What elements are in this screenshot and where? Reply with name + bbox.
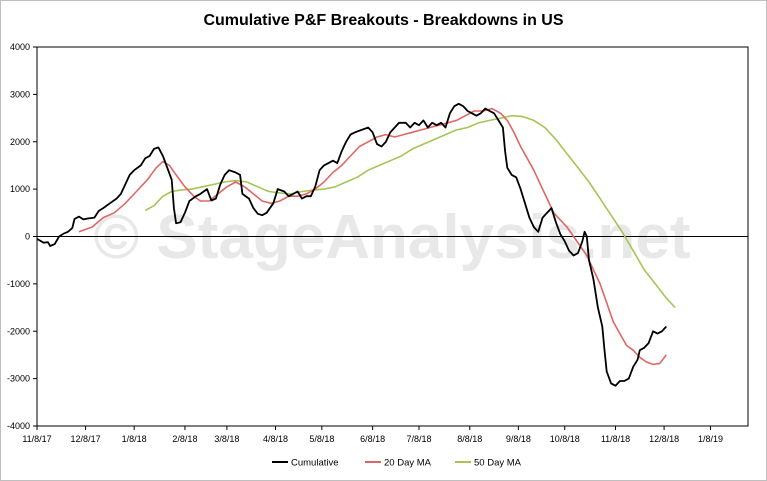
x-tick-label: 11/8/18 xyxy=(601,434,630,444)
y-tick-label: 3000 xyxy=(10,89,30,99)
x-tick-label: 12/8/17 xyxy=(71,434,101,444)
y-tick-label: -1000 xyxy=(7,279,30,289)
y-tick-label: 0 xyxy=(25,232,30,242)
x-tick-label: 8/8/18 xyxy=(457,434,482,444)
x-tick-label: 1/8/19 xyxy=(698,434,723,444)
y-tick-label: 2000 xyxy=(10,137,30,147)
legend-label: 50 Day MA xyxy=(474,458,522,469)
x-tick-label: 1/8/18 xyxy=(122,434,147,444)
y-tick-label: -3000 xyxy=(7,374,30,384)
watermark-text: © StageAnalysis.net xyxy=(94,203,691,272)
cumulative-line xyxy=(36,102,667,387)
x-tick-label: 12/8/18 xyxy=(649,434,679,444)
legend-label: Cumulative xyxy=(291,458,339,469)
y-tick-label: -2000 xyxy=(7,326,30,336)
chart-title: Cumulative P&F Breakouts - Breakdowns in… xyxy=(203,12,564,29)
x-tick-label: 9/8/18 xyxy=(506,434,531,444)
x-tick-label: 10/8/18 xyxy=(550,434,580,444)
y-tick-label: -4000 xyxy=(7,421,30,431)
x-tick-label: 11/8/17 xyxy=(22,434,51,444)
x-tick-label: 5/8/18 xyxy=(309,434,334,444)
legend-label: 20 Day MA xyxy=(384,458,432,469)
y-tick-label: 1000 xyxy=(10,184,30,194)
x-tick-label: 6/8/18 xyxy=(360,434,385,444)
20-day-ma-line xyxy=(78,107,667,366)
x-tick-label: 4/8/18 xyxy=(263,434,288,444)
x-tick-label: 2/8/18 xyxy=(172,434,197,444)
50-day-ma-line xyxy=(144,114,676,309)
x-tick-label: 3/8/18 xyxy=(214,434,239,444)
x-tick-label: 7/8/18 xyxy=(406,434,431,444)
y-tick-label: 4000 xyxy=(10,42,30,52)
